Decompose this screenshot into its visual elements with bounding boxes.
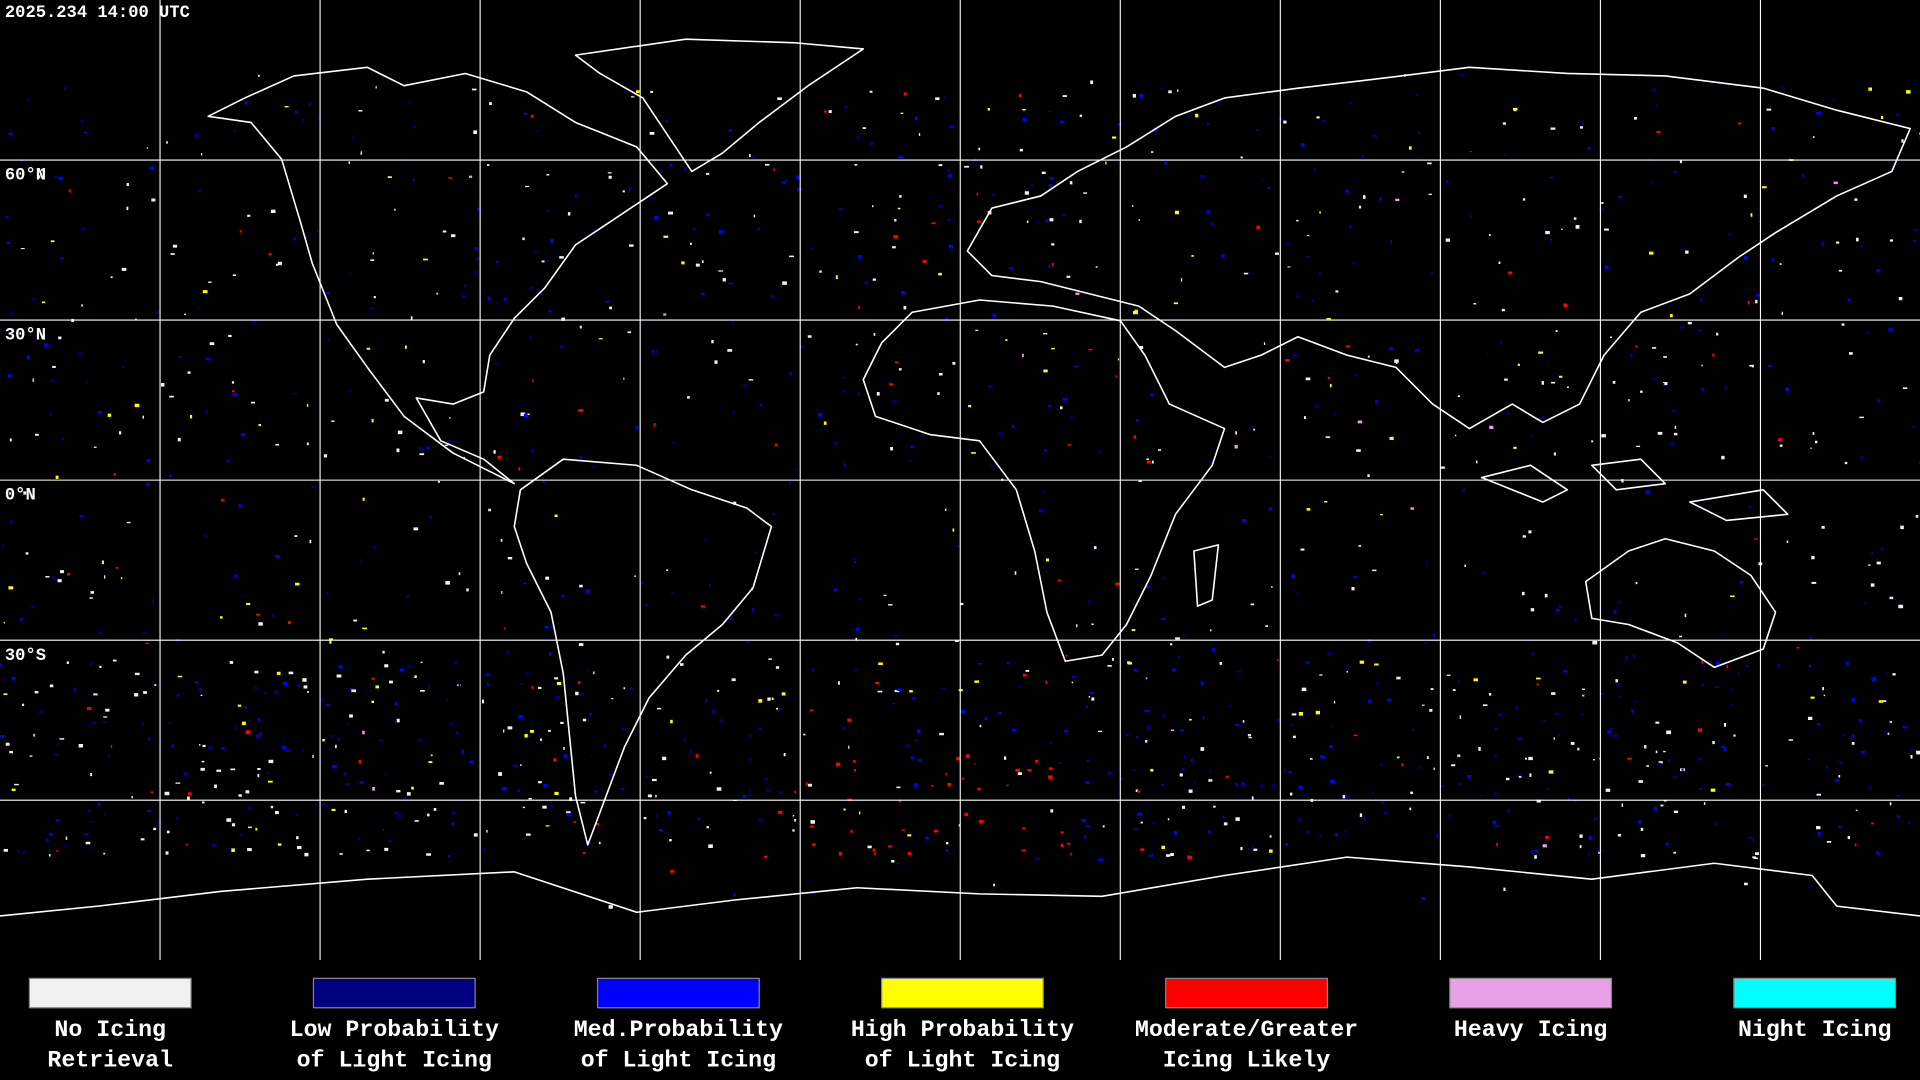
legend-swatch: [1733, 977, 1897, 1009]
legend-label: Night Icing: [1738, 1017, 1891, 1043]
australia: [1584, 537, 1777, 669]
icing-field: [0, 74, 1920, 909]
graticule: [0, 0, 1920, 960]
legend-swatch: [312, 977, 476, 1009]
legend-label: Low Probability: [290, 1017, 499, 1043]
legend-swatch: [1165, 977, 1328, 1009]
eurasia: [966, 66, 1911, 430]
latitude-label: 30°N: [5, 327, 46, 346]
latitude-labels: 60°N 30°N 0°N 30°S: [5, 167, 46, 666]
antarctica: [0, 856, 1920, 917]
latitude-label: 60°N: [5, 167, 46, 186]
legend-label: of Light Icing: [581, 1048, 776, 1074]
latitude-label: 30°S: [5, 647, 46, 666]
legend-label: of Light Icing: [297, 1048, 492, 1074]
icing-speckles: [3, 74, 1920, 909]
legend-label: of Light Icing: [865, 1048, 1060, 1074]
legend-swatch: [596, 977, 760, 1009]
legend-label: Moderate/Greater: [1135, 1017, 1358, 1043]
legend-swatch: [1449, 977, 1613, 1009]
legend-label: Med.Probability: [574, 1017, 783, 1043]
legend-swatch: [881, 977, 1044, 1009]
maritime-asia: [1193, 458, 1789, 607]
latitude-label: 0°N: [5, 487, 36, 506]
legend-label: Heavy Icing: [1454, 1017, 1607, 1043]
north-america: [207, 66, 669, 485]
timestamp: 2025.234 14:00 UTC: [5, 4, 190, 23]
legend-label: High Probability: [851, 1017, 1074, 1043]
south-america: [513, 458, 773, 846]
legend: No Icing Retrieval Low Probability of Light…: [28, 977, 1897, 1074]
legend-label: No Icing: [54, 1017, 166, 1043]
legend-label: Retrieval: [47, 1048, 173, 1074]
greenland: [574, 38, 865, 173]
legend-swatch: [28, 977, 192, 1009]
legend-label: Icing Likely: [1163, 1048, 1330, 1074]
coastlines: [0, 38, 1920, 917]
